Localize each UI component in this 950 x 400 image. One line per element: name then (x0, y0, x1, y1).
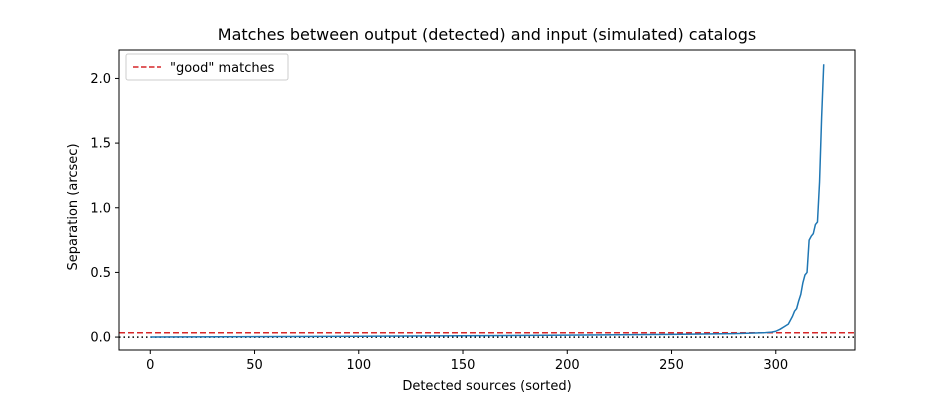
x-tick-label: 300 (763, 358, 788, 373)
y-tick-label: 0.0 (90, 331, 111, 346)
axes-frame (118, 49, 856, 351)
x-tick-label: 150 (451, 358, 476, 373)
y-tick-label: 1.0 (90, 201, 111, 216)
legend-box (125, 53, 289, 81)
chart-title: Matches between output (detected) and in… (218, 25, 756, 44)
y-axis-ticks: 0.0 0.5 1.0 1.5 2.0 (90, 72, 119, 346)
x-tick-label: 0 (146, 358, 154, 373)
legend: "good" matches (125, 53, 289, 81)
x-axis-ticks: 0 50 100 150 200 250 300 (146, 350, 788, 373)
x-tick-label: 200 (555, 358, 580, 373)
x-tick-label: 50 (246, 358, 263, 373)
separation-series-line (150, 64, 825, 338)
x-tick-label: 100 (346, 358, 371, 373)
y-axis-title: Separation (arcsec) (66, 143, 81, 270)
y-tick-label: 1.5 (90, 137, 111, 152)
x-tick-label: 250 (659, 358, 684, 373)
plot-area (119, 64, 855, 338)
y-tick-label: 0.5 (90, 266, 111, 281)
y-tick-label: 2.0 (90, 72, 111, 87)
legend-label-good-matches: "good" matches (170, 61, 275, 76)
x-axis-title: Detected sources (sorted) (402, 379, 571, 394)
